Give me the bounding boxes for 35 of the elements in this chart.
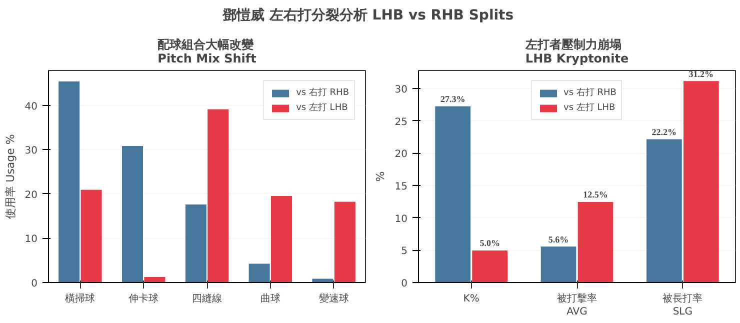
y-tick-label: 20 <box>24 190 38 201</box>
x-tick-label: 曲球 <box>260 292 280 304</box>
data-label: 22.2% <box>652 127 677 138</box>
y-tick-label: 0 <box>401 278 408 290</box>
x-tick-label: K% <box>463 294 480 304</box>
x-tick-label: 被打擊率 AVG <box>557 292 597 318</box>
chart-title: 左打者壓制力崩塌 LHB Kryptonite <box>524 38 629 66</box>
y-axis-title: % <box>374 171 387 182</box>
y-tick-label: 10 <box>24 234 38 246</box>
x-tick-label: 橫掃球 <box>65 292 96 304</box>
data-label: 5.6% <box>548 234 569 244</box>
y-tick-label: 30 <box>24 146 38 157</box>
data-label: 5.0% <box>480 238 500 248</box>
chart-title: 配球組合大幅改變 Pitch Mix Shift <box>158 38 257 66</box>
data-label: 31.2% <box>688 68 714 79</box>
x-tick-label: 伸卡球 <box>128 292 159 304</box>
y-tick-label: 5 <box>401 246 408 258</box>
text: 鄧愷威 左右打分裂分析 LHB vs RHB Splits <box>222 8 514 24</box>
y-tick-label: 0 <box>31 278 38 290</box>
legend-label: vs 左打 LHB <box>564 102 616 114</box>
data-label: 27.3% <box>440 94 466 104</box>
y-tick-label: 20 <box>394 149 408 160</box>
data-label: 12.5% <box>583 190 608 200</box>
y-tick-label: 15 <box>394 182 408 193</box>
y-tick-label: 10 <box>394 214 408 225</box>
x-tick-label: 變速球 <box>318 292 349 304</box>
legend-label: vs 右打 RHB <box>564 86 616 99</box>
legend-label: vs 左打 LHB <box>296 102 348 114</box>
legend-label: vs 右打 RHB <box>296 86 349 99</box>
y-axis-title: 使用率 Usage % <box>4 134 17 219</box>
x-tick-label: 四縫線 <box>192 294 222 304</box>
y-tick-label: 25 <box>394 116 408 128</box>
y-tick-label: 30 <box>394 84 408 96</box>
y-tick-label: 40 <box>24 101 38 112</box>
x-tick-label: 被長打率 SLG <box>662 292 703 318</box>
